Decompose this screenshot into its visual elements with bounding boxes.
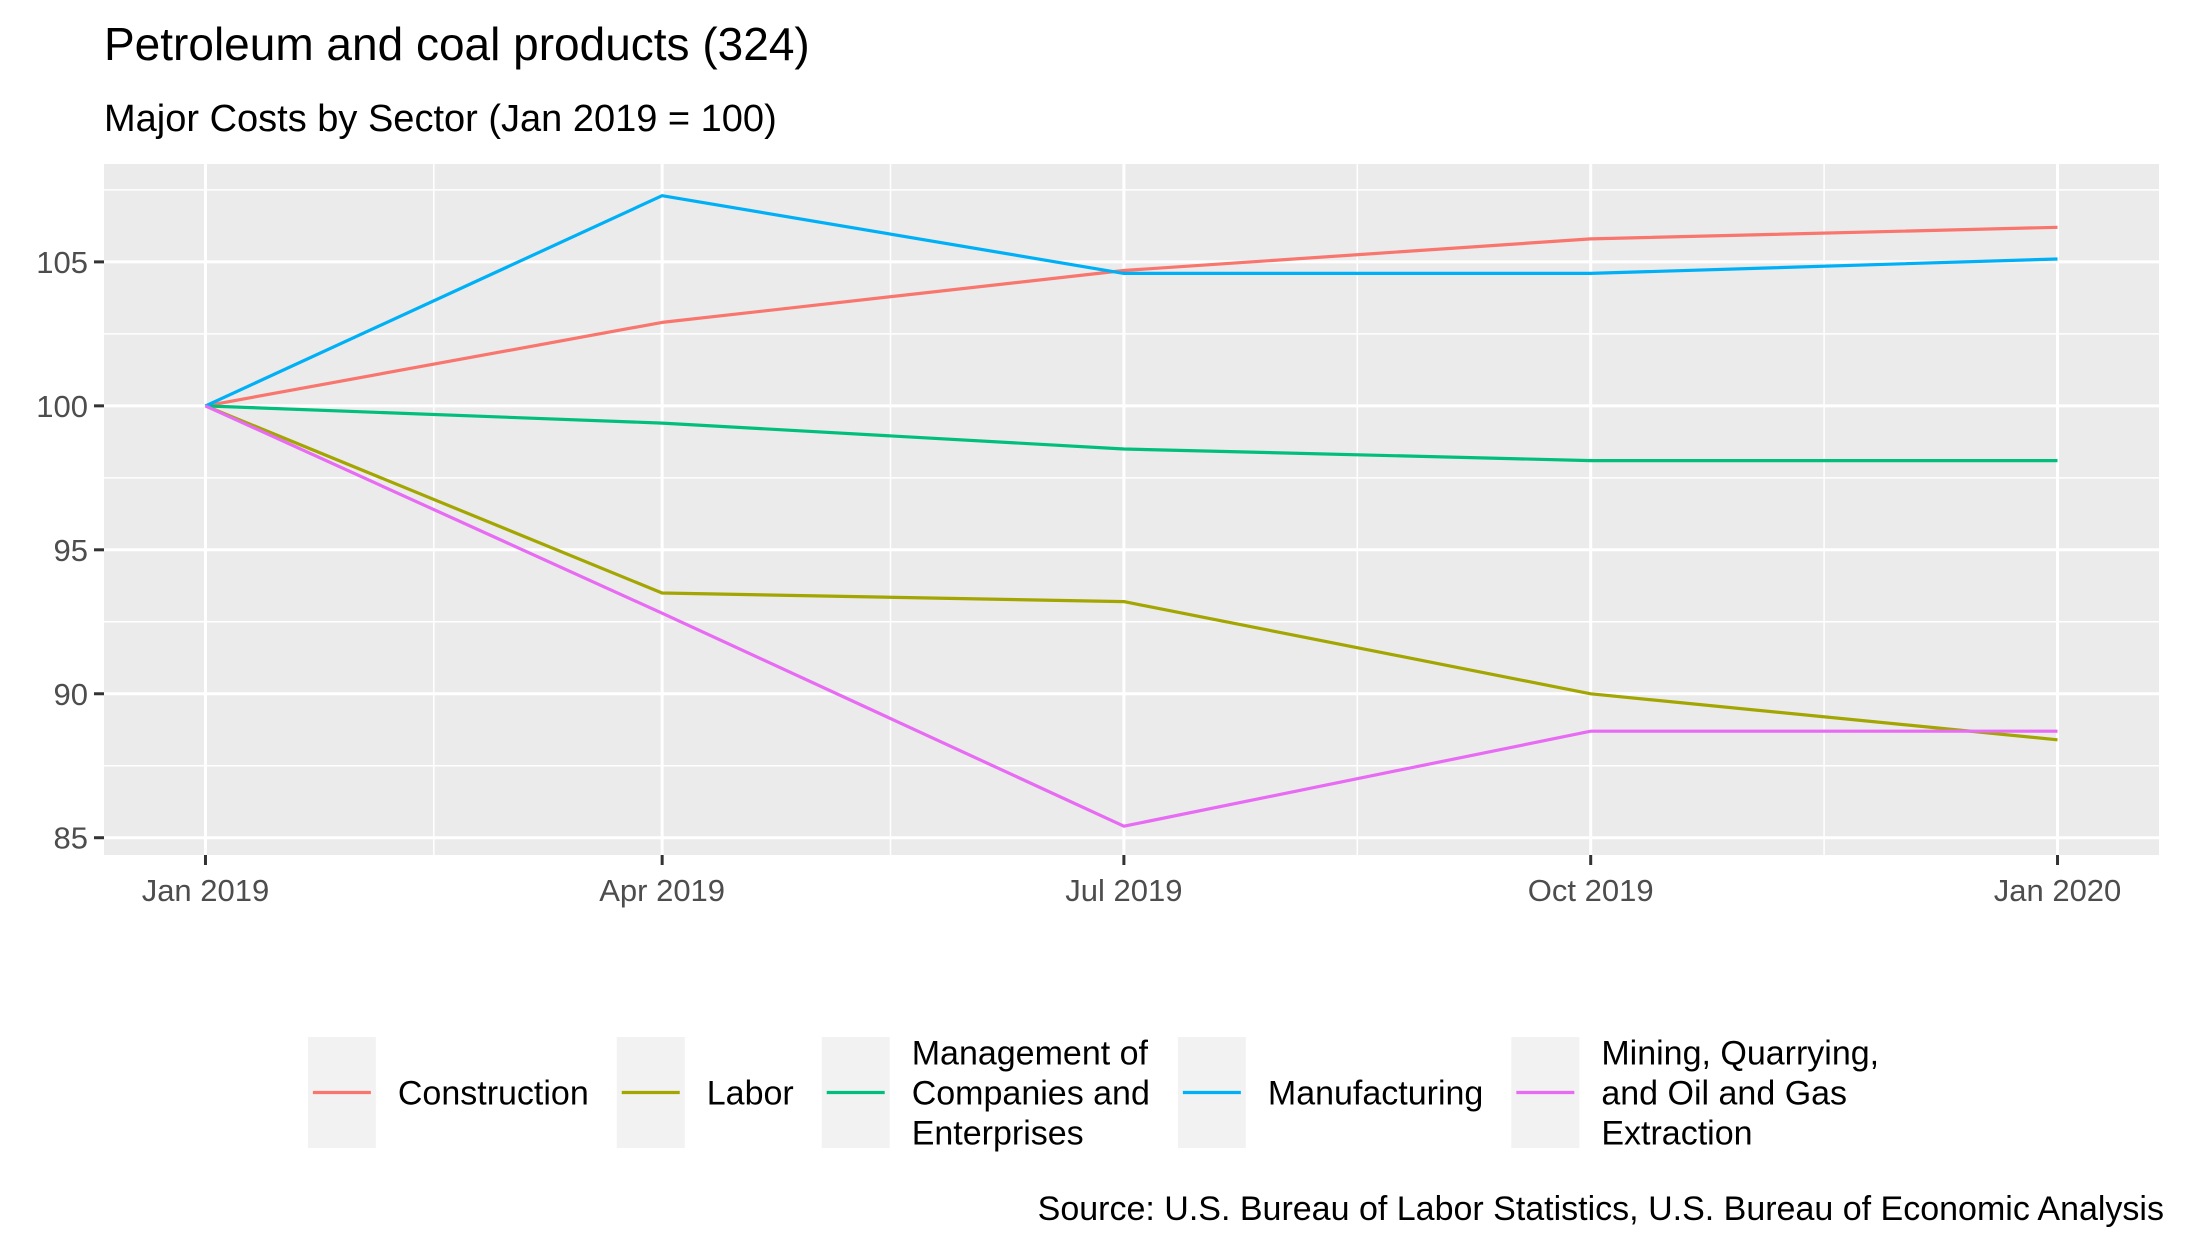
x-tick-label: Apr 2019 [599,873,725,908]
y-tick-label: 90 [54,677,88,712]
legend: Construction Labor Management of Companies … [307,1035,1879,1153]
chart-subtitle: Major Costs by Sector (Jan 2019 = 100) [104,98,777,140]
y-tick-label: 100 [36,389,88,424]
x-tick-label: Jul 2019 [1065,873,1182,908]
series-line-1 [204,404,2058,742]
plot-panel [104,164,2159,855]
chart-title: Petroleum and coal products (324) [104,18,810,70]
x-axis: Jan 2019 Apr 2019 Jul 2019 Oct 2019 Jan 2020 [142,855,2122,908]
x-tick-label: Jan 2020 [1994,873,2122,908]
x-tick-label: Oct 2019 [1528,873,1654,908]
legend-label-3: Manufacturing [1268,1075,1483,1113]
series-line-3 [204,194,2058,408]
legend-label-2: Management of Companies and Enterprises [912,1035,1150,1153]
series-line-4 [204,404,2058,828]
chart-caption: Source: U.S. Bureau of Labor Statistics,… [1038,1190,2164,1228]
y-axis: 85 90 95 100 105 [36,245,104,856]
legend-label-0: Construction [398,1075,589,1113]
series-lines [204,194,2058,828]
y-tick-label: 85 [54,821,88,856]
series-line-0 [205,225,2058,408]
series-line-2 [205,404,2058,463]
legend-label-4: Mining, Quarrying, and Oil and Gas Extract… [1601,1035,1879,1153]
x-tick-label: Jan 2019 [142,873,270,908]
major-gridlines [104,164,2159,855]
y-tick-label: 105 [36,245,88,280]
y-tick-label: 95 [54,533,88,568]
legend-label-1: Labor [707,1075,794,1113]
